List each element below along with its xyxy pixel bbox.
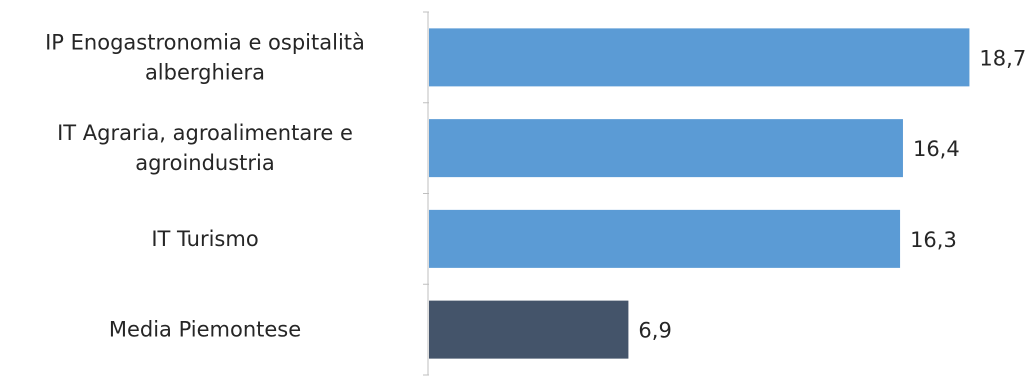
category-label-line: Media Piemontese: [109, 318, 301, 342]
category-label-0: IP Enogastronomia e ospitalità alberghier…: [45, 30, 365, 84]
category-label-line: agroindustria: [135, 151, 275, 175]
bars-group: [429, 28, 970, 359]
category-labels: IP Enogastronomia e ospitalità alberghier…: [45, 30, 365, 341]
category-label-2: IT Turismo: [151, 227, 258, 251]
category-axis-ticks: [423, 11, 429, 376]
value-label-2: 16,3: [910, 228, 957, 252]
category-label-3: Media Piemontese: [109, 318, 301, 342]
value-label-3: 6,9: [638, 319, 671, 343]
category-label-line: IT Turismo: [151, 227, 258, 251]
bar-2: [429, 209, 901, 268]
category-label-line: IT Agraria, agroalimentare e: [57, 121, 353, 145]
bar-3: [429, 300, 629, 359]
bar-1: [429, 119, 903, 178]
category-label-1: IT Agraria, agroalimentare e agroindustri…: [57, 121, 353, 175]
category-label-line: IP Enogastronomia e ospitalità: [45, 30, 365, 54]
value-labels: 18,7 16,4 16,3 6,9: [638, 46, 1026, 342]
value-label-0: 18,7: [979, 46, 1026, 70]
bar-0: [429, 28, 970, 87]
category-label-line: alberghiera: [145, 60, 265, 84]
value-label-1: 16,4: [913, 137, 960, 161]
